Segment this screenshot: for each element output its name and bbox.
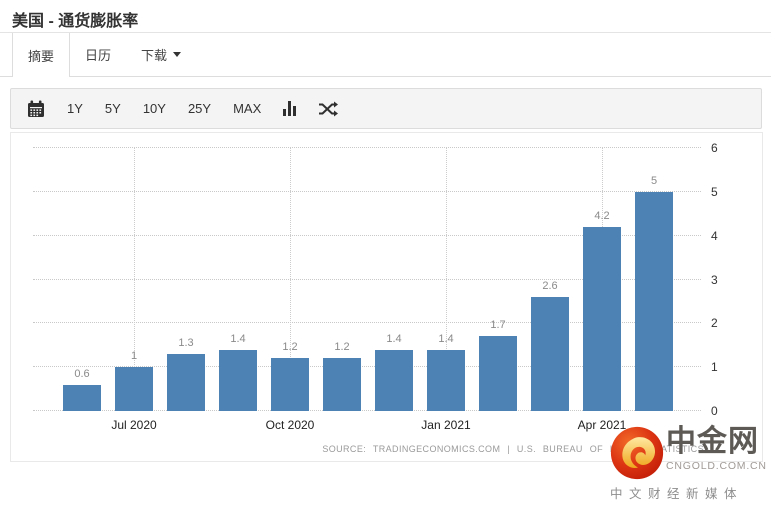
gridline-v (290, 148, 291, 411)
gridline-h (33, 410, 701, 411)
bar-slot: 0.6 (56, 148, 108, 411)
bar-slot: 1.4 (368, 148, 420, 411)
gridline-h (33, 366, 701, 368)
bar[interactable] (479, 336, 517, 411)
bar-value-label: 1.3 (178, 337, 194, 350)
y-tick-label: 2 (711, 316, 718, 331)
bar-slot: 2.6 (524, 148, 576, 411)
tab-calendar[interactable]: 日历 (70, 33, 126, 76)
bar-slot: Jan 2021 1.4 (420, 148, 472, 432)
tab-download[interactable]: 下载 (126, 33, 196, 76)
gridline-v (446, 148, 447, 411)
bar-value-label: 1.2 (282, 341, 298, 354)
bar[interactable] (531, 297, 569, 411)
bar-value-label: 4.2 (594, 209, 610, 222)
page-title: 美国 - 通货膨胀率 (12, 13, 139, 30)
bar-value-label: 1 (130, 350, 138, 363)
bar[interactable] (115, 367, 153, 411)
bar-slot: 1.3 (160, 148, 212, 411)
bar[interactable] (271, 358, 309, 411)
y-tick-label: 4 (711, 228, 718, 243)
gridline-v (134, 148, 135, 411)
bar-slot: 1.4 (212, 148, 264, 411)
bar-slot: 5 (628, 148, 680, 411)
bar-value-label: 1.2 (334, 341, 350, 354)
tab-summary[interactable]: 摘要 (12, 33, 71, 77)
bar[interactable] (219, 349, 257, 411)
gridline-h (33, 147, 701, 148)
bar-value-label: 1.4 (438, 332, 454, 345)
range-5y-button[interactable]: 5Y (104, 101, 121, 116)
cngold-logo-tagline: 中文财经新媒体 (610, 487, 744, 501)
bar-value-label: 1.4 (386, 332, 402, 345)
x-tick-label: Oct 2020 (265, 418, 315, 432)
y-tick-label: 1 (711, 360, 718, 375)
tab-bar: 摘要 日历 下载 (0, 33, 771, 77)
caret-down-icon (173, 52, 182, 57)
cngold-logo-name: 中金网 (666, 425, 759, 458)
cngold-logo-top: 中金网 CNGOLD.COM.CN (610, 426, 766, 480)
bar-slot: Jul 2020 1 (108, 148, 160, 432)
plot-area: 0.6 Jul 2020 1 1.3 1.4 Oct 2020 1.2 1.2 1.4 Jan 2… (33, 141, 718, 432)
bar[interactable] (427, 349, 465, 411)
gridline-h (33, 278, 701, 280)
cngold-logo: 中金网 CNGOLD.COM.CN 中文财经新媒体 (610, 426, 766, 502)
bar-slot: Apr 2021 4.2 (576, 148, 628, 432)
range-10y-button[interactable]: 10Y (142, 101, 166, 116)
bar-value-label: 0.6 (74, 367, 90, 380)
tab-calendar-label: 日历 (85, 48, 112, 63)
bar-value-label: 1.7 (490, 319, 506, 332)
bar[interactable] (375, 349, 413, 411)
gridline-h (33, 322, 701, 324)
tab-summary-label: 摘要 (28, 48, 55, 64)
bar-value-label: 2.6 (542, 280, 558, 293)
bar[interactable] (635, 191, 673, 411)
chart-toolbar: 1Y 5Y 10Y 25Y MAX (10, 88, 762, 129)
bar[interactable] (583, 226, 621, 411)
cngold-logo-text: 中金网 CNGOLD.COM.CN (666, 425, 767, 473)
calendar-icon[interactable] (27, 100, 45, 118)
bar-chart-icon[interactable] (283, 101, 297, 116)
bar-slot: 1.2 (316, 148, 368, 411)
bar[interactable] (167, 354, 205, 411)
bar[interactable] (323, 358, 361, 411)
source-attribution: SOURCE: TRADINGECONOMICS.COM | U.S. BURE… (322, 444, 704, 454)
y-axis: 0 1 2 3 4 5 6 (711, 141, 756, 418)
x-tick-label: Jul 2020 (111, 418, 157, 432)
y-tick-label: 3 (711, 272, 718, 287)
x-tick-label: Jan 2021 (421, 418, 471, 432)
y-tick-label: 6 (711, 141, 718, 155)
x-tick-label: Apr 2021 (577, 418, 627, 432)
bar-value-label: 1.4 (230, 332, 246, 345)
tab-download-label: 下载 (141, 48, 168, 63)
range-max-button[interactable]: MAX (233, 101, 262, 116)
chart-panel: 0.6 Jul 2020 1 1.3 1.4 Oct 2020 1.2 1.2 1.4 Jan 2… (10, 132, 766, 501)
y-tick-label: 5 (711, 184, 718, 199)
range-25y-button[interactable]: 25Y (187, 101, 212, 116)
cngold-logo-icon (610, 426, 664, 480)
cngold-logo-domain: CNGOLD.COM.CN (666, 460, 767, 472)
gridline-h (33, 234, 701, 236)
bars-row: 0.6 Jul 2020 1 1.3 1.4 Oct 2020 1.2 1.2 1.4 Jan 2… (56, 148, 680, 432)
range-1y-button[interactable]: 1Y (67, 101, 83, 116)
gridline-h (33, 190, 701, 192)
bar-value-label: 5 (650, 174, 658, 187)
shuffle-icon[interactable] (318, 101, 339, 117)
bar-slot: Oct 2020 1.2 (264, 148, 316, 432)
bar[interactable] (63, 384, 101, 411)
bar-slot: 1.7 (472, 148, 524, 411)
page-header: 美国 - 通货膨胀率 (0, 0, 771, 33)
y-tick-label: 0 (711, 404, 718, 418)
